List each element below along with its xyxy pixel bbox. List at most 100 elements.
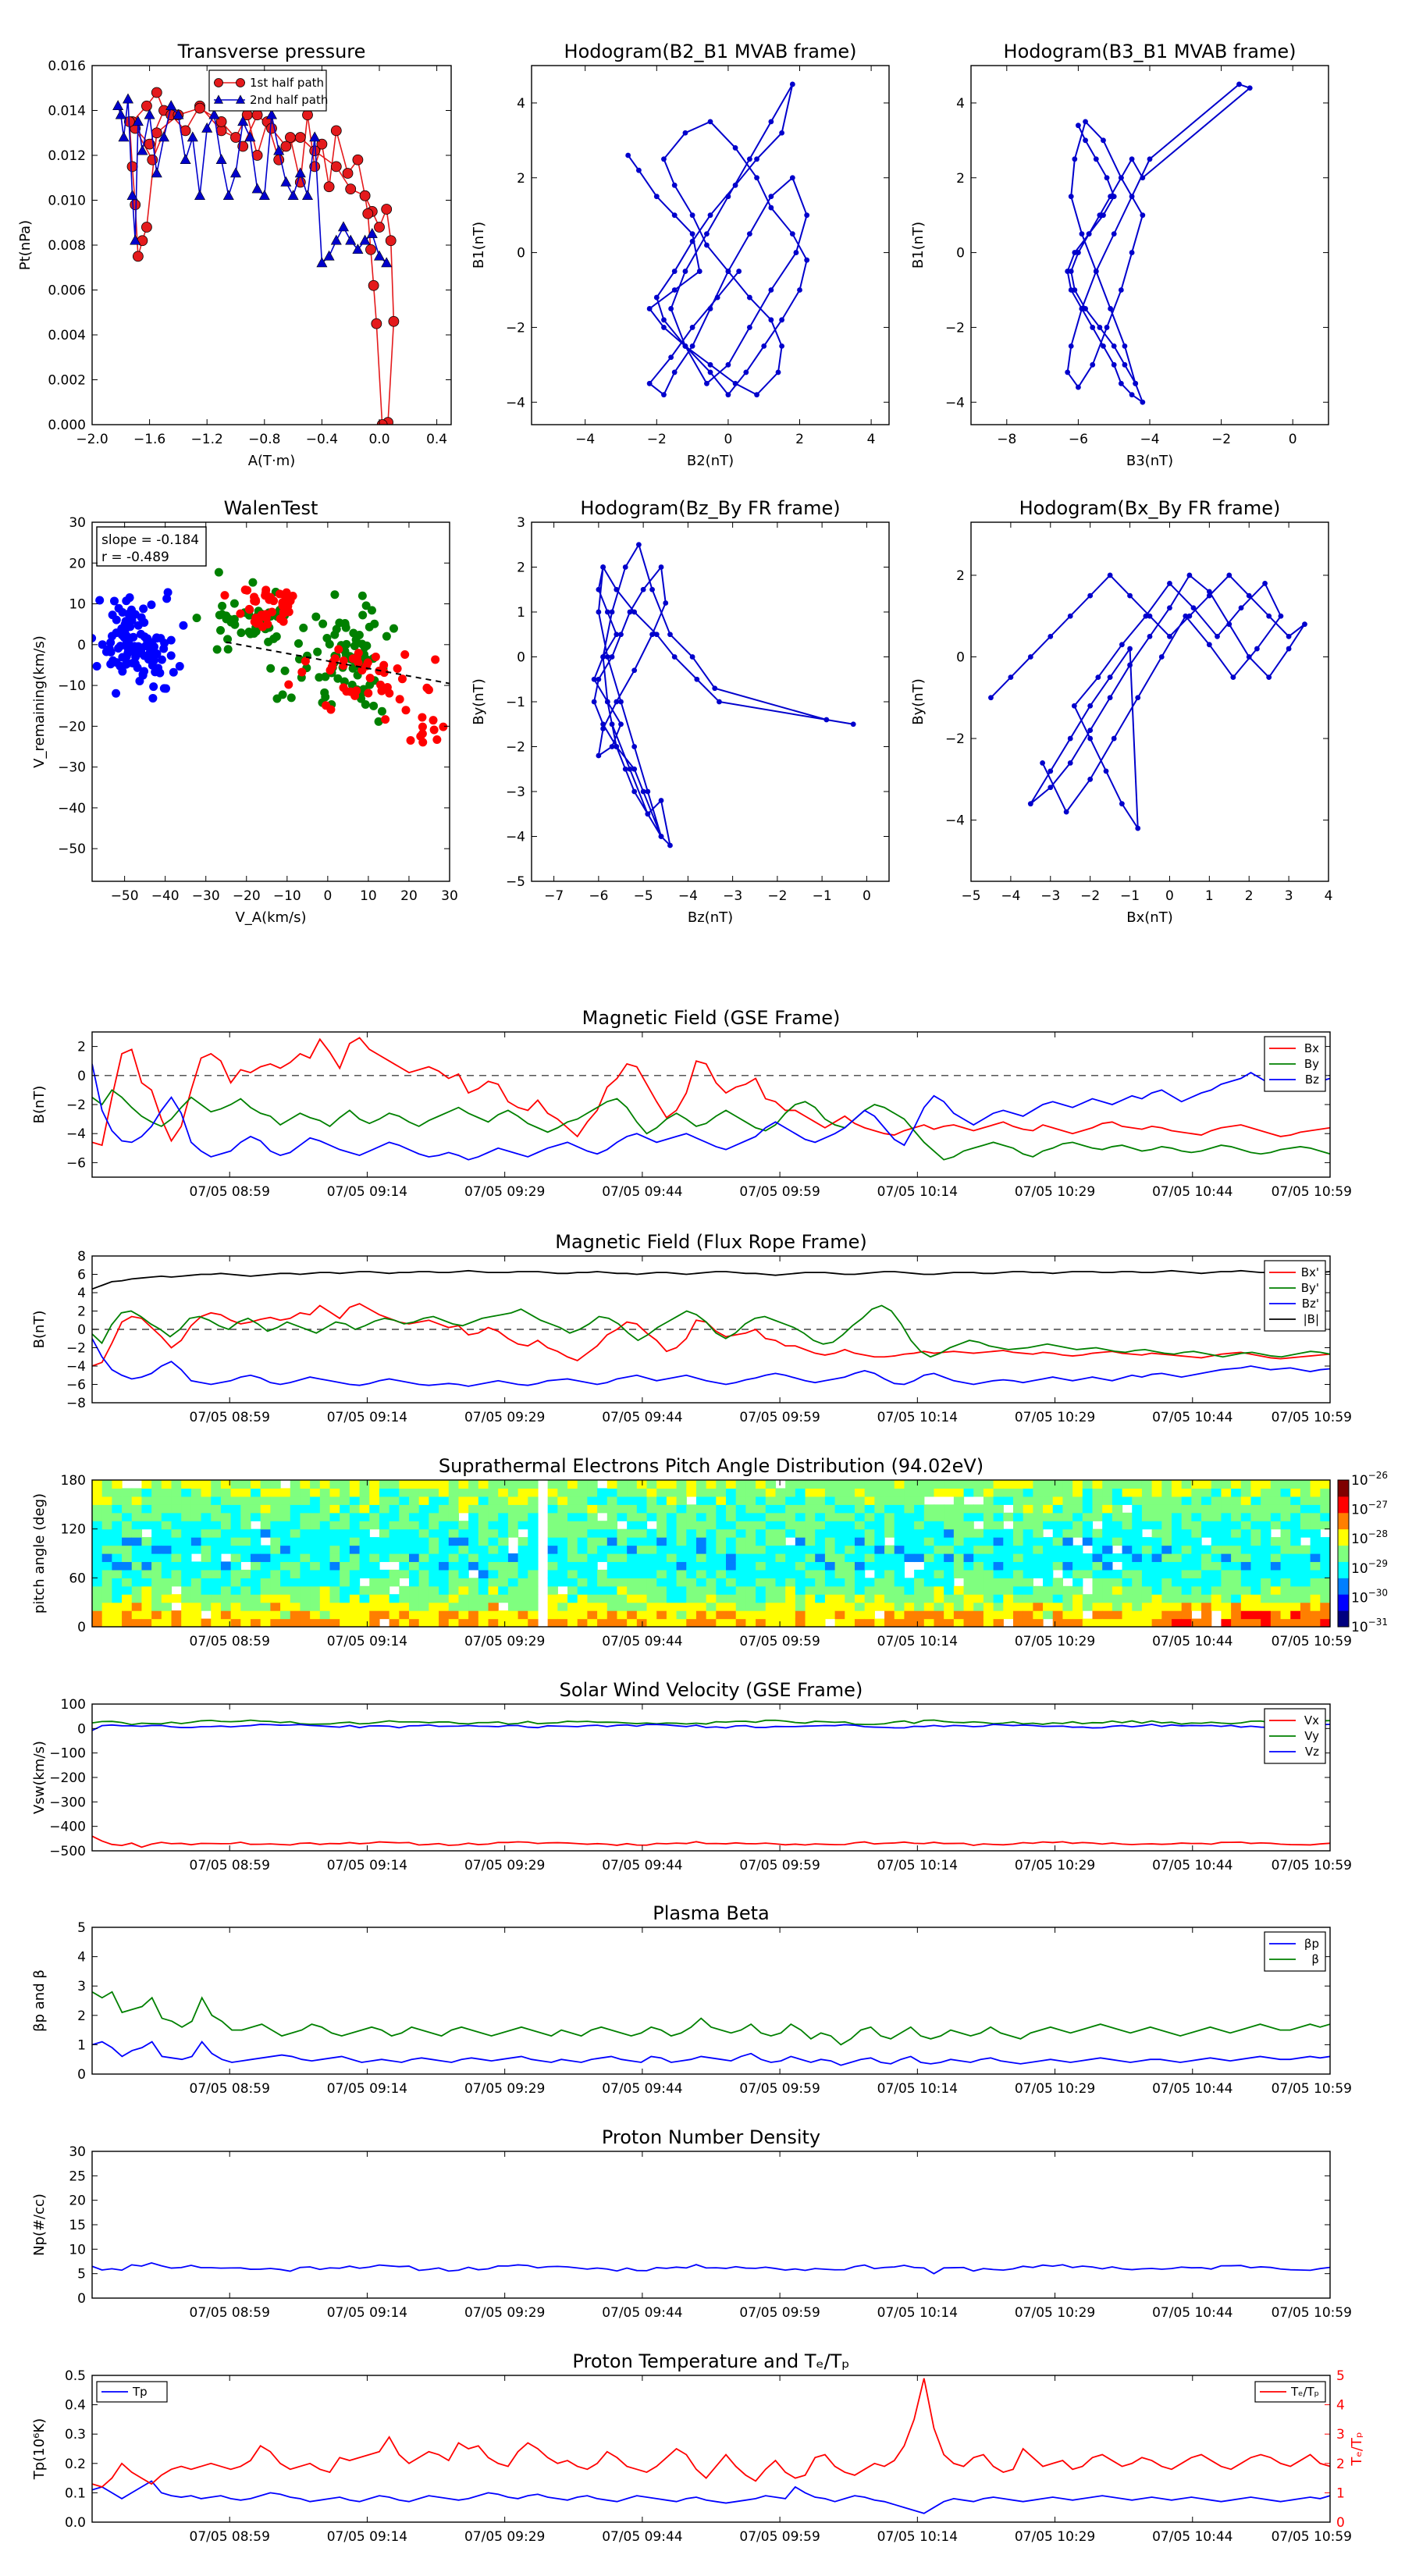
heatmap-cell (1062, 1618, 1073, 1627)
heatmap-cell (1132, 1578, 1143, 1587)
heatmap-cell (973, 1480, 984, 1489)
heatmap-cell (587, 1504, 598, 1514)
heatmap-cell (1300, 1578, 1311, 1587)
time-tick-label: 07/05 10:29 (1015, 1634, 1095, 1649)
colorbar-frame (1337, 1479, 1350, 1628)
heatmap-cell (478, 1553, 489, 1563)
hodogram-point (1127, 646, 1133, 652)
heatmap-cell (775, 1602, 786, 1611)
heatmap-cell (92, 1488, 103, 1497)
heatmap-cell (765, 1521, 777, 1530)
heatmap-cell (270, 1488, 281, 1497)
heatmap-cell (934, 1480, 944, 1489)
y-tick-label: 3 (77, 1979, 86, 1994)
heatmap-cell (329, 1488, 340, 1497)
time-tick-label: 07/05 10:14 (877, 1634, 958, 1649)
y-tick-label: 1 (77, 2037, 86, 2053)
walen-point (361, 601, 371, 610)
heatmap-cell (953, 1569, 965, 1578)
hodogram-point (1135, 695, 1141, 701)
pressure-point (115, 109, 126, 119)
heatmap-cell (1231, 1610, 1242, 1620)
hodogram-point (1095, 674, 1101, 681)
hodogram-point (789, 81, 795, 87)
heatmap-cell (101, 1512, 112, 1521)
heatmap-cell (101, 1521, 112, 1530)
heatmap-cell (1023, 1618, 1033, 1627)
chart-title: Magnetic Field (Flux Rope Frame) (555, 1231, 866, 1253)
heatmap-cell (1290, 1594, 1301, 1603)
heatmap-cell (983, 1488, 994, 1497)
heatmap-cell (1102, 1602, 1113, 1611)
heatmap-cell (1033, 1553, 1044, 1563)
heatmap-cell (1023, 1521, 1033, 1530)
heatmap-cell (815, 1585, 826, 1595)
walen-point (357, 666, 367, 675)
hodogram-point (671, 287, 678, 293)
heatmap-cell (706, 1578, 717, 1587)
hodogram-point (609, 609, 615, 615)
heatmap-cell (983, 1528, 994, 1538)
heatmap-cell (270, 1480, 281, 1489)
heatmap-cell (498, 1496, 509, 1505)
heatmap-cell (220, 1521, 232, 1530)
heatmap-cell (1033, 1610, 1044, 1620)
hodogram-point (1129, 194, 1135, 200)
walen-point (418, 722, 427, 731)
heatmap-cell (468, 1512, 479, 1521)
heatmap-cell (1151, 1488, 1162, 1497)
heatmap-cell (389, 1521, 400, 1530)
heatmap-cell (785, 1610, 796, 1620)
heatmap-cell (756, 1578, 767, 1587)
heatmap-cell (695, 1585, 707, 1595)
heatmap-cell (1191, 1496, 1202, 1505)
heatmap-cell (1310, 1594, 1321, 1603)
heatmap-cell (577, 1585, 588, 1595)
heatmap-cell (1141, 1496, 1153, 1505)
heatmap-cell (1310, 1569, 1321, 1578)
heatmap-cell (270, 1561, 281, 1571)
heatmap-cell (1270, 1537, 1282, 1546)
heatmap-cell (1280, 1512, 1291, 1521)
hodogram-point (1143, 613, 1149, 619)
heatmap-cell (775, 1545, 786, 1554)
heatmap-cell (181, 1553, 192, 1563)
heatmap-cell (151, 1610, 162, 1620)
heatmap-cell (319, 1512, 331, 1521)
heatmap-cell (795, 1618, 806, 1627)
heatmap-cell (260, 1594, 271, 1603)
time-tick-label: 07/05 10:59 (1272, 2305, 1352, 2321)
pressure-point (126, 161, 138, 173)
y-tick-label: 5 (77, 1920, 86, 1936)
y-tick-label: 10 (69, 597, 86, 613)
heatmap-cell (181, 1512, 192, 1521)
heatmap-cell (785, 1594, 796, 1603)
heatmap-cell (518, 1610, 528, 1620)
heatmap-cell (280, 1553, 291, 1563)
heatmap-cell (854, 1594, 866, 1603)
heatmap-cell (1102, 1545, 1113, 1554)
heatmap-cell (458, 1553, 469, 1563)
heatmap-cell (785, 1528, 796, 1538)
heatmap-cell (963, 1618, 974, 1627)
walen-point (382, 683, 392, 692)
x-tick-label: −4 (575, 432, 595, 447)
heatmap-cell (507, 1553, 519, 1563)
y-axis-label: Pt(nPa) (17, 220, 34, 270)
heatmap-cell (1310, 1545, 1321, 1554)
heatmap-cell (1191, 1594, 1202, 1603)
heatmap-cell (1250, 1569, 1261, 1578)
heatmap-cell (1003, 1545, 1014, 1554)
heatmap-cell (845, 1585, 855, 1595)
heatmap-cell (745, 1553, 756, 1563)
heatmap-cell (340, 1618, 350, 1627)
heatmap-cell (131, 1553, 143, 1563)
heatmap-cell (1231, 1512, 1242, 1521)
heatmap-cell (310, 1528, 321, 1538)
heatmap-cell (824, 1569, 836, 1578)
heatmap-cell (1261, 1480, 1272, 1489)
heatmap-cell (112, 1496, 123, 1505)
heatmap-cell (864, 1553, 875, 1563)
heatmap-cell (756, 1512, 767, 1521)
x-tick-label: 30 (441, 888, 458, 904)
